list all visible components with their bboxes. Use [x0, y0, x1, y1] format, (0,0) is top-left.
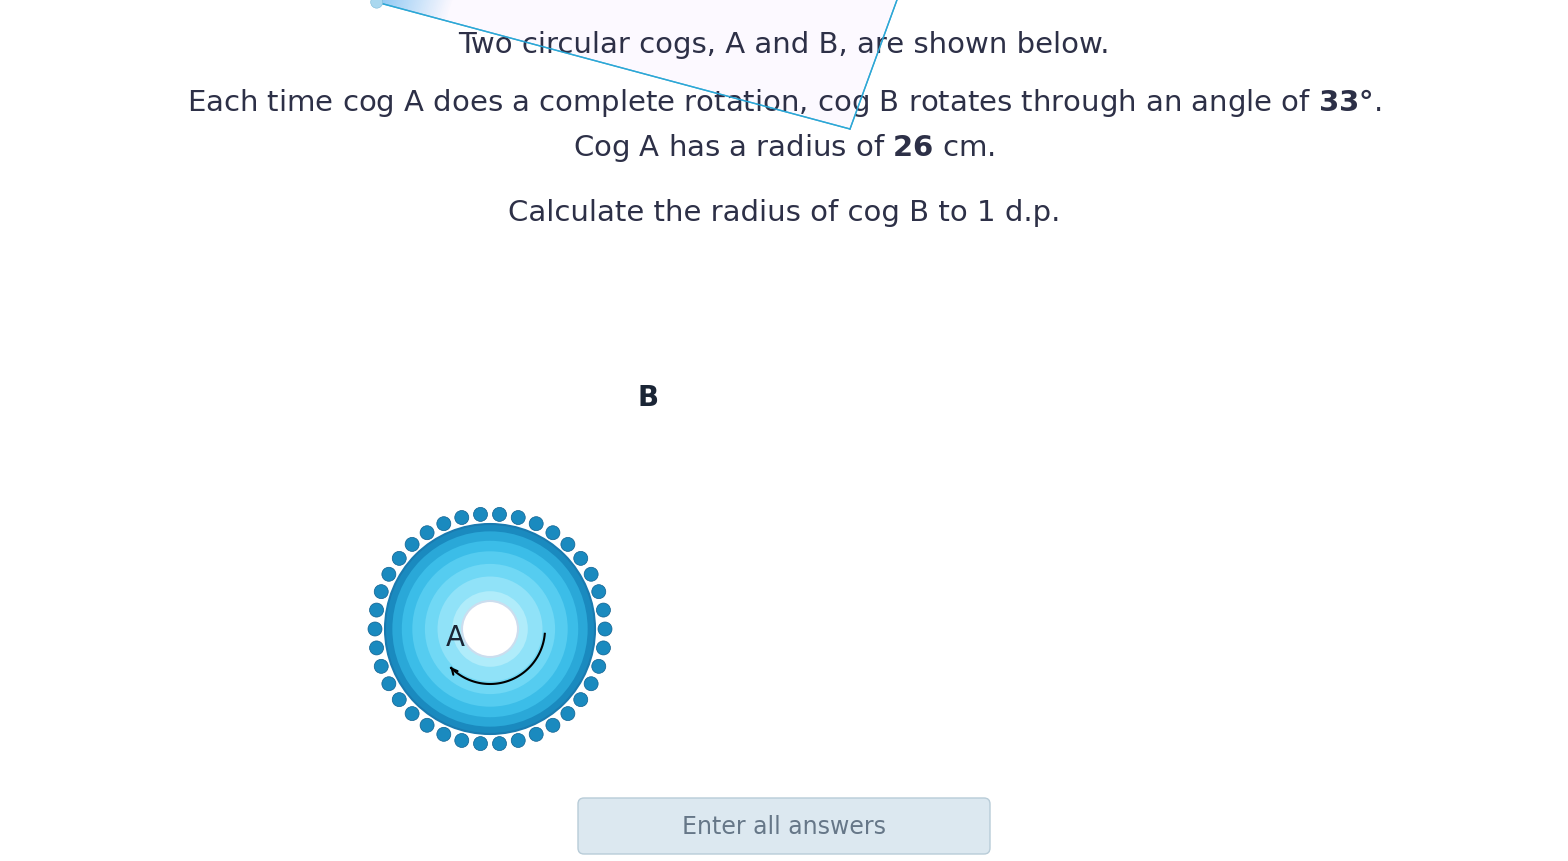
Text: A: A — [445, 623, 464, 651]
Circle shape — [383, 677, 395, 691]
Wedge shape — [376, 0, 1018, 130]
Wedge shape — [400, 0, 1010, 130]
Circle shape — [511, 511, 525, 525]
Wedge shape — [441, 0, 996, 130]
Wedge shape — [398, 0, 1010, 130]
Text: Cog A has a radius of $\bf{26}$ cm.: Cog A has a radius of $\bf{26}$ cm. — [572, 132, 996, 164]
Text: B: B — [638, 383, 659, 412]
Circle shape — [405, 538, 419, 552]
Wedge shape — [419, 0, 1002, 130]
Circle shape — [511, 734, 525, 747]
Wedge shape — [397, 0, 1011, 130]
Circle shape — [370, 604, 384, 617]
Wedge shape — [390, 0, 1013, 130]
Circle shape — [437, 517, 452, 531]
Circle shape — [420, 718, 434, 733]
Circle shape — [574, 693, 588, 707]
Circle shape — [375, 660, 389, 673]
Circle shape — [561, 538, 575, 552]
Wedge shape — [412, 0, 1005, 130]
Wedge shape — [431, 0, 999, 130]
Circle shape — [370, 641, 384, 655]
Wedge shape — [378, 0, 1018, 130]
Wedge shape — [387, 0, 1014, 130]
Wedge shape — [442, 0, 994, 130]
Circle shape — [492, 508, 506, 522]
Circle shape — [528, 517, 543, 531]
Circle shape — [574, 552, 588, 566]
Wedge shape — [416, 0, 1004, 130]
Wedge shape — [414, 0, 1005, 130]
Circle shape — [455, 511, 469, 525]
Wedge shape — [436, 0, 997, 130]
Wedge shape — [423, 0, 1002, 130]
Circle shape — [375, 585, 389, 599]
Wedge shape — [392, 0, 1011, 130]
Circle shape — [368, 623, 383, 636]
Text: Enter all answers: Enter all answers — [682, 814, 886, 838]
Circle shape — [405, 707, 419, 721]
Circle shape — [596, 604, 610, 617]
Circle shape — [383, 567, 395, 581]
Wedge shape — [445, 0, 993, 130]
Wedge shape — [417, 0, 1004, 130]
Wedge shape — [384, 0, 1014, 130]
Circle shape — [392, 552, 406, 566]
Circle shape — [437, 577, 543, 682]
Circle shape — [585, 567, 597, 581]
Circle shape — [474, 508, 488, 522]
Wedge shape — [405, 0, 1008, 130]
Wedge shape — [409, 0, 1007, 130]
Circle shape — [401, 542, 579, 717]
Wedge shape — [439, 0, 996, 130]
Circle shape — [386, 524, 594, 734]
Wedge shape — [401, 0, 1008, 130]
Wedge shape — [428, 0, 999, 130]
Circle shape — [420, 526, 434, 540]
Circle shape — [392, 532, 588, 727]
Wedge shape — [406, 0, 1007, 130]
Circle shape — [455, 734, 469, 747]
Circle shape — [412, 552, 568, 707]
Circle shape — [437, 728, 452, 741]
Circle shape — [591, 660, 605, 673]
Wedge shape — [444, 0, 994, 130]
Wedge shape — [389, 0, 1013, 130]
Wedge shape — [422, 0, 1002, 130]
Wedge shape — [395, 0, 1011, 130]
Circle shape — [370, 0, 383, 9]
Wedge shape — [425, 0, 1000, 130]
Wedge shape — [411, 0, 1005, 130]
FancyBboxPatch shape — [579, 798, 989, 854]
Wedge shape — [383, 0, 1016, 130]
Circle shape — [596, 641, 610, 655]
Circle shape — [392, 693, 406, 707]
Circle shape — [561, 707, 575, 721]
Circle shape — [492, 737, 506, 751]
Circle shape — [585, 677, 597, 691]
Wedge shape — [430, 0, 999, 130]
Wedge shape — [381, 0, 1016, 130]
Circle shape — [474, 737, 488, 751]
Wedge shape — [403, 0, 1008, 130]
Wedge shape — [386, 0, 1014, 130]
Text: Calculate the radius of cog B to 1 d.p.: Calculate the radius of cog B to 1 d.p. — [508, 199, 1060, 226]
Text: Each time cog A does a complete rotation, cog B rotates through an angle of $\bf: Each time cog A does a complete rotation… — [187, 87, 1381, 119]
Wedge shape — [426, 0, 1000, 130]
Circle shape — [463, 601, 517, 657]
Text: Two circular cogs, A and B, are shown below.: Two circular cogs, A and B, are shown be… — [458, 31, 1110, 59]
Circle shape — [425, 564, 555, 694]
Circle shape — [528, 728, 543, 741]
Circle shape — [452, 592, 528, 667]
Circle shape — [546, 526, 560, 540]
Circle shape — [591, 585, 605, 599]
Circle shape — [597, 623, 612, 636]
Circle shape — [546, 718, 560, 733]
Wedge shape — [433, 0, 997, 130]
Wedge shape — [437, 0, 996, 130]
